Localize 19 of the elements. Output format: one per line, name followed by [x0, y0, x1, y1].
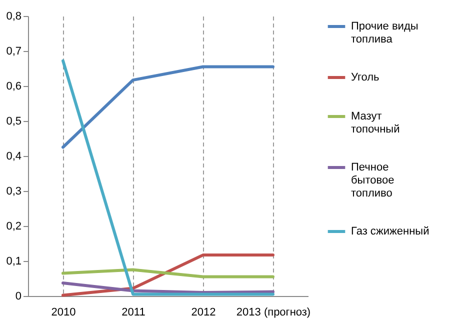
y-tick-label: 0,6	[6, 80, 22, 92]
x-tick-label: 2012	[191, 306, 216, 318]
y-tick-label: 0,4	[6, 150, 22, 162]
x-tick-label: 2010	[51, 306, 76, 318]
y-tick-label: 0,5	[6, 116, 22, 128]
x-tick-label: 2013 (прогноз)	[236, 306, 311, 318]
legend-label: Газ сжиженный	[351, 226, 430, 238]
x-tick-label: 2011	[122, 306, 146, 318]
y-tick-label: 0	[15, 290, 22, 302]
y-tick-label: 0,2	[6, 220, 22, 232]
legend-label: Прочие виды топлива	[351, 20, 418, 46]
y-tick-label: 0,7	[6, 46, 22, 58]
line-series	[62, 282, 274, 294]
legend-label: Печное бытовое топливо	[351, 162, 394, 200]
legend-label: Мазут топочный	[351, 110, 400, 136]
legend-label: Уголь	[351, 72, 380, 84]
y-tick-label: 0,3	[6, 186, 22, 198]
y-tick-label: 0,8	[6, 10, 22, 22]
y-tick-label: 0,1	[6, 256, 22, 268]
